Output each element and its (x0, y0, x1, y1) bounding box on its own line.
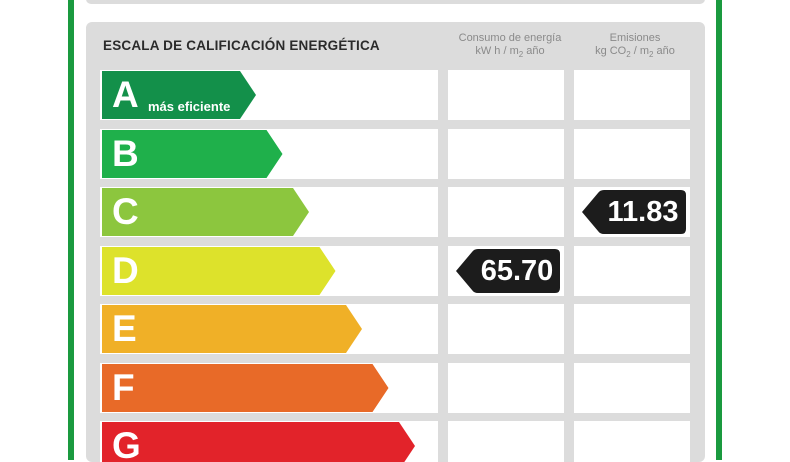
energy-cell (448, 421, 564, 462)
scale-cell: B (100, 128, 438, 179)
energy-rating-panel: ESCALA DE CALIFICACIÓN ENERGÉTICA Consum… (86, 22, 705, 462)
energy-cell (448, 304, 564, 354)
emission-cell (574, 421, 690, 462)
rating-row-e: E (100, 304, 692, 354)
energy-cell (448, 128, 564, 179)
emission-header-units: kg CO2 / m2 año (595, 45, 675, 60)
emission-cell (574, 245, 690, 296)
rating-arrow-g: G (102, 422, 415, 462)
energy-header-units: kW h / m2 año (475, 45, 545, 60)
rating-letter: B (112, 132, 139, 174)
rating-row-b: B (100, 128, 692, 179)
rating-arrow-e: E (102, 305, 362, 353)
emission-cell (574, 70, 690, 120)
scale-cell: D (100, 245, 438, 296)
emission-cell: 11.83 (574, 187, 690, 237)
scale-cell: E (100, 304, 438, 354)
rating-arrow-shape (102, 129, 283, 178)
rating-letter: G (112, 425, 141, 462)
top-panel (86, 0, 705, 4)
rating-letter: D (112, 249, 139, 291)
rating-row-c: C 11.83 (100, 187, 692, 237)
scale-cell: F (100, 362, 438, 413)
rating-arrow-shape (102, 363, 389, 412)
energy-cell (448, 362, 564, 413)
rating-row-f: F (100, 362, 692, 413)
energy-value-tag: 65.70 (456, 248, 560, 293)
emission-value-tag-shape (582, 190, 686, 234)
rating-letter: C (112, 191, 139, 232)
rating-arrow-c: C (102, 188, 309, 236)
scale-cell: C (100, 187, 438, 237)
rating-arrow-shape (102, 188, 309, 236)
emission-cell (574, 304, 690, 354)
rating-arrow-shape (102, 71, 256, 119)
rating-arrow-b: B (102, 129, 283, 178)
energy-value-tag-shape (456, 248, 560, 293)
emission-header-line1: Emisiones (609, 32, 661, 44)
energy-cell: 65.70 (448, 245, 564, 296)
emission-cell (574, 362, 690, 413)
rating-arrow-shape (102, 422, 415, 462)
emission-cell (574, 128, 690, 179)
scale-cell: G (100, 421, 438, 462)
rating-letter: A (112, 74, 139, 115)
energy-consumption-header: Consumo de energía kW h / m2 año (440, 32, 580, 61)
rating-arrow-d: D (102, 246, 336, 295)
rating-subtitle: más eficiente (148, 99, 231, 114)
rating-row-g: G (100, 421, 692, 462)
emission-value-tag-value: 11.83 (607, 196, 679, 228)
energy-value-tag-value: 65.70 (480, 254, 554, 287)
energy-cell (448, 70, 564, 120)
rating-row-d: D 65.70 (100, 245, 692, 296)
panel-title: ESCALA DE CALIFICACIÓN ENERGÉTICA (103, 38, 380, 53)
energy-header-line1: Consumo de energía (458, 32, 562, 44)
emissions-header: Emisiones kg CO2 / m2 año (565, 32, 705, 61)
energy-cell (448, 187, 564, 237)
rating-letter: F (112, 366, 135, 408)
rating-letter: E (112, 308, 137, 349)
rating-arrow-shape (102, 305, 362, 353)
rating-arrow-f: F (102, 363, 389, 412)
emission-value-tag: 11.83 (582, 190, 686, 234)
rating-arrow-shape (102, 246, 336, 295)
